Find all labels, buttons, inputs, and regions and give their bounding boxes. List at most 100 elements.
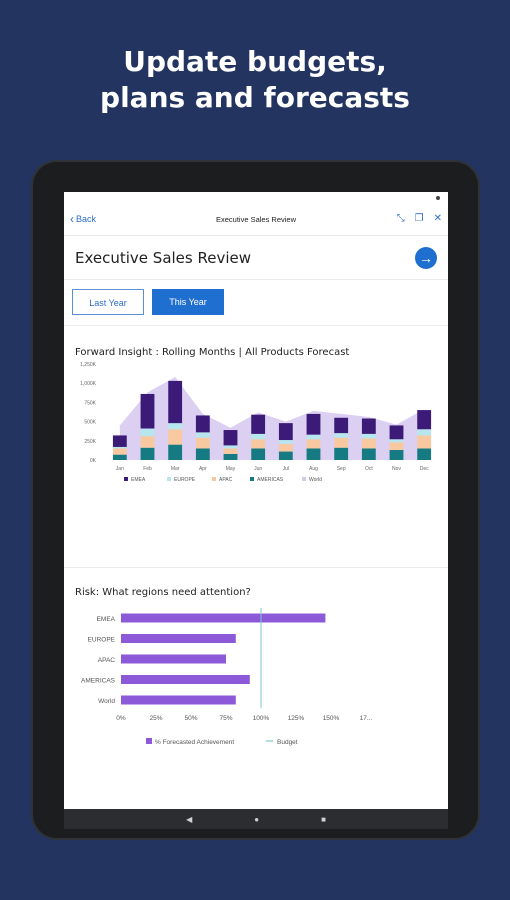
- nav-home-icon[interactable]: ●: [254, 814, 260, 824]
- bar-segment-americas: [361, 448, 376, 460]
- bar-segment-apac: [140, 436, 155, 448]
- category-label: World: [98, 698, 115, 705]
- x-tick-label: May: [226, 466, 236, 472]
- bar-segment-americas: [334, 447, 349, 460]
- category-label: APAC: [98, 657, 116, 664]
- bar-segment-europe: [223, 445, 238, 449]
- legend-label: Budget: [277, 739, 298, 746]
- x-tick-label: 100%: [253, 715, 270, 722]
- tablet-frame: ‹ Back Executive Sales Review ⤡ ❐ ✕ Exec…: [31, 160, 480, 840]
- x-tick-label: 0%: [116, 715, 126, 722]
- close-icon[interactable]: ✕: [433, 213, 442, 224]
- bar-segment-emea: [168, 380, 183, 424]
- bar-segment-americas: [223, 453, 238, 460]
- bar-segment-europe: [334, 433, 349, 438]
- bar-segment-apac: [389, 442, 404, 451]
- category-label: AMERICAS: [81, 678, 116, 685]
- bar-segment-americas: [306, 448, 321, 460]
- bar-segment-emea: [306, 413, 321, 435]
- x-tick-label: Jun: [254, 466, 262, 472]
- status-dot-icon: [436, 196, 440, 200]
- year-toggle: Last Year This Year: [64, 280, 448, 326]
- bar-segment-europe: [361, 433, 376, 439]
- legend-swatch: [250, 477, 254, 481]
- bar-segment-emea: [361, 418, 376, 434]
- bar-segment-europe: [389, 439, 404, 443]
- status-bar: [64, 192, 448, 206]
- forecast-chart: 0K 250K 500K 750K 1,000K 1,250K Jan Feb Mar Apr Ma…: [80, 362, 432, 483]
- page-title: Executive Sales Review: [75, 249, 252, 267]
- bar-segment-americas: [112, 454, 127, 460]
- x-tick-label: Feb: [143, 466, 152, 472]
- headline-line-1: Update budgets,: [123, 45, 387, 78]
- legend-label: APAC: [219, 477, 233, 483]
- nav-back-icon[interactable]: ◀: [186, 814, 193, 824]
- bar-segment-europe: [112, 446, 127, 449]
- bar-segment-americas: [168, 444, 183, 460]
- android-nav-bar: ◀ ● ■: [64, 809, 448, 829]
- bar-segment-emea: [140, 393, 155, 429]
- bar-segment-apac: [417, 435, 432, 449]
- bar-segment-europe: [168, 423, 183, 430]
- category-label: EUROPE: [88, 637, 116, 644]
- y-tick-label: 1,250K: [80, 362, 97, 368]
- x-tick-label: Jan: [116, 466, 124, 472]
- bar-segment-emea: [195, 415, 210, 433]
- bar-segment-americas: [278, 451, 293, 460]
- legend-label: EMEA: [131, 477, 146, 483]
- bar-segment-europe: [417, 429, 432, 436]
- this-year-button[interactable]: This Year: [152, 289, 224, 315]
- bar-segment-emea: [417, 410, 432, 430]
- x-tick-label: 75%: [219, 715, 232, 722]
- bar-segment-apac: [223, 448, 238, 454]
- collapse-icon[interactable]: ⤡: [396, 213, 405, 224]
- headline: Update budgets, plans and forecasts: [0, 44, 510, 116]
- x-tick-label: 125%: [288, 715, 305, 722]
- bar-segment-europe: [278, 440, 293, 444]
- bar-segment-americas: [140, 447, 155, 460]
- risk-chart-title: Risk: What regions need attention?: [75, 587, 251, 598]
- app-bar: ‹ Back Executive Sales Review ⤡ ❐ ✕: [64, 206, 448, 236]
- bar-segment-emea: [389, 425, 404, 440]
- risk-chart: EMEA EUROPE APAC AMERICAS World 0% 25% 50% 75% 10…: [81, 608, 373, 746]
- bar-segment-europe: [140, 428, 155, 437]
- x-tick-label: Sep: [337, 466, 346, 472]
- x-tick-label: Dec: [420, 466, 429, 472]
- x-tick-label: 25%: [149, 715, 162, 722]
- bar-segment-apac: [195, 437, 210, 449]
- bar-segment-europe: [251, 433, 266, 440]
- bar-segment-europe: [195, 432, 210, 438]
- forecast-chart-section: Forward Insight : Rolling Months | All P…: [64, 326, 448, 568]
- arrow-right-icon[interactable]: →: [415, 247, 437, 269]
- bar-segment-apac: [168, 429, 183, 445]
- x-tick-label: Mar: [171, 466, 180, 472]
- nav-recents-icon[interactable]: ■: [321, 814, 326, 824]
- risk-bar: [121, 654, 226, 664]
- risk-bar: [121, 634, 236, 643]
- world-area: [119, 377, 425, 460]
- y-tick-label: 250K: [84, 439, 96, 445]
- app-bar-title: Executive Sales Review: [215, 215, 297, 224]
- last-year-button[interactable]: Last Year: [72, 289, 144, 315]
- bar-segment-americas: [417, 448, 432, 460]
- x-tick-label: 17...: [360, 715, 373, 722]
- chevron-left-icon: ‹: [70, 212, 74, 226]
- x-tick-label: Nov: [392, 466, 401, 472]
- legend-swatch: [167, 477, 171, 481]
- risk-chart-section: Risk: What regions need attention? EMEA E…: [64, 568, 448, 788]
- risk-bar: [121, 613, 326, 623]
- x-tick-label: Oct: [365, 466, 373, 472]
- y-tick-label: 500K: [84, 420, 96, 426]
- bar-segment-emea: [334, 417, 349, 434]
- bar-segment-apac: [334, 437, 349, 448]
- x-tick-label: Apr: [199, 466, 207, 472]
- legend-label: % Forecasted Achievement: [155, 739, 234, 746]
- legend-swatch: [212, 477, 216, 481]
- headline-line-2: plans and forecasts: [100, 81, 410, 114]
- bar-segment-americas: [195, 448, 210, 460]
- back-button[interactable]: ‹ Back: [70, 212, 96, 226]
- y-tick-label: 0K: [90, 458, 97, 464]
- app-screen: ‹ Back Executive Sales Review ⤡ ❐ ✕ Exec…: [64, 192, 448, 809]
- bar-segment-americas: [251, 448, 266, 460]
- copy-icon[interactable]: ❐: [414, 213, 424, 224]
